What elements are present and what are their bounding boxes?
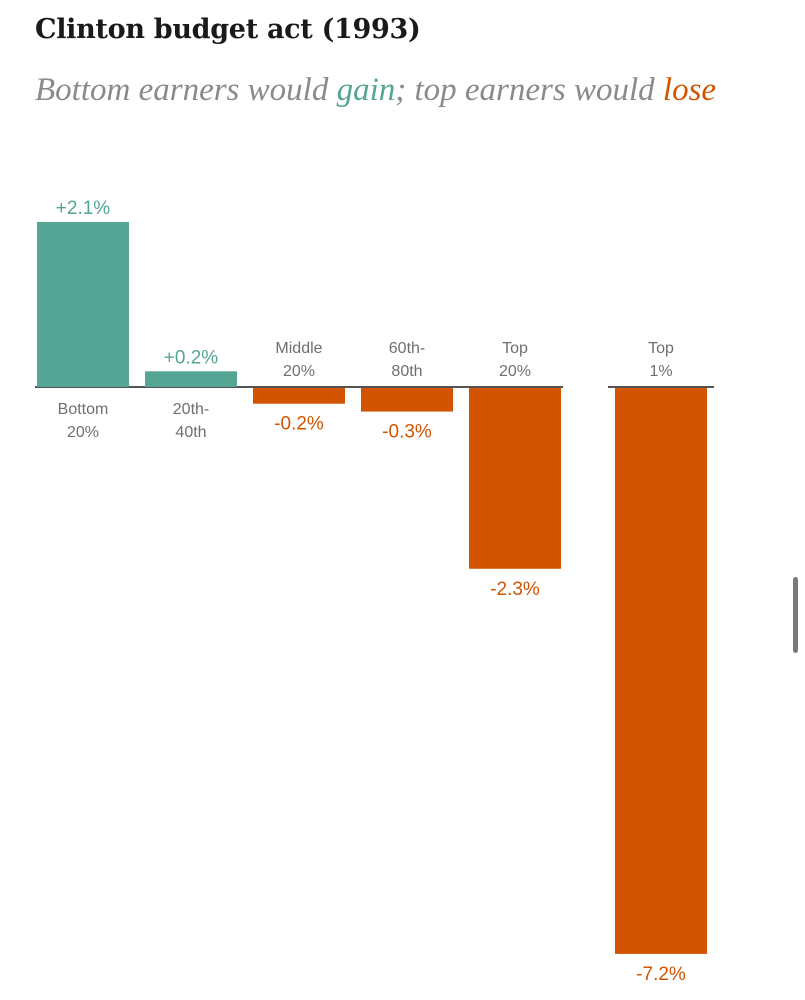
category-label-4-line-1: 20% — [499, 363, 531, 380]
category-label-3-line-1: 80th — [391, 363, 422, 380]
chart-subtitle: Bottom earners would gain; top earners w… — [35, 72, 716, 109]
scrollbar-thumb[interactable] — [793, 577, 798, 653]
category-label-5-line-1: 1% — [649, 363, 672, 380]
chart-title: Clinton budget act (1993) — [35, 14, 421, 45]
subtitle-part-2: ; top earners would — [395, 72, 663, 108]
bar-3 — [361, 388, 453, 412]
category-label-4-line-0: Top — [502, 340, 528, 357]
bar-0 — [37, 221, 129, 387]
value-label-1: +0.2% — [164, 347, 219, 368]
category-label-3-line-0: 60th- — [389, 340, 425, 357]
value-label-4: -2.3% — [490, 579, 540, 600]
category-label-1-line-0: 20th- — [173, 401, 209, 418]
bar-4 — [469, 388, 561, 569]
value-label-5: -7.2% — [636, 964, 686, 985]
category-label-0-line-0: Bottom — [58, 401, 109, 418]
value-label-3: -0.3% — [382, 422, 432, 443]
bar-2 — [253, 388, 345, 404]
value-label-2: -0.2% — [274, 414, 324, 435]
category-label-0-line-1: 20% — [67, 424, 99, 441]
subtitle-lose-word: lose — [662, 72, 717, 108]
subtitle-part-1: Bottom earners would — [35, 72, 337, 108]
subtitle-gain-word: gain — [336, 72, 396, 108]
category-label-1-line-1: 40th — [175, 424, 206, 441]
category-label-2-line-0: Middle — [275, 340, 322, 357]
bar-5 — [615, 388, 707, 954]
category-label-5-line-0: Top — [648, 340, 674, 357]
category-label-2-line-1: 20% — [283, 363, 315, 380]
bar-1 — [145, 371, 237, 387]
value-label-0: +2.1% — [56, 198, 111, 219]
